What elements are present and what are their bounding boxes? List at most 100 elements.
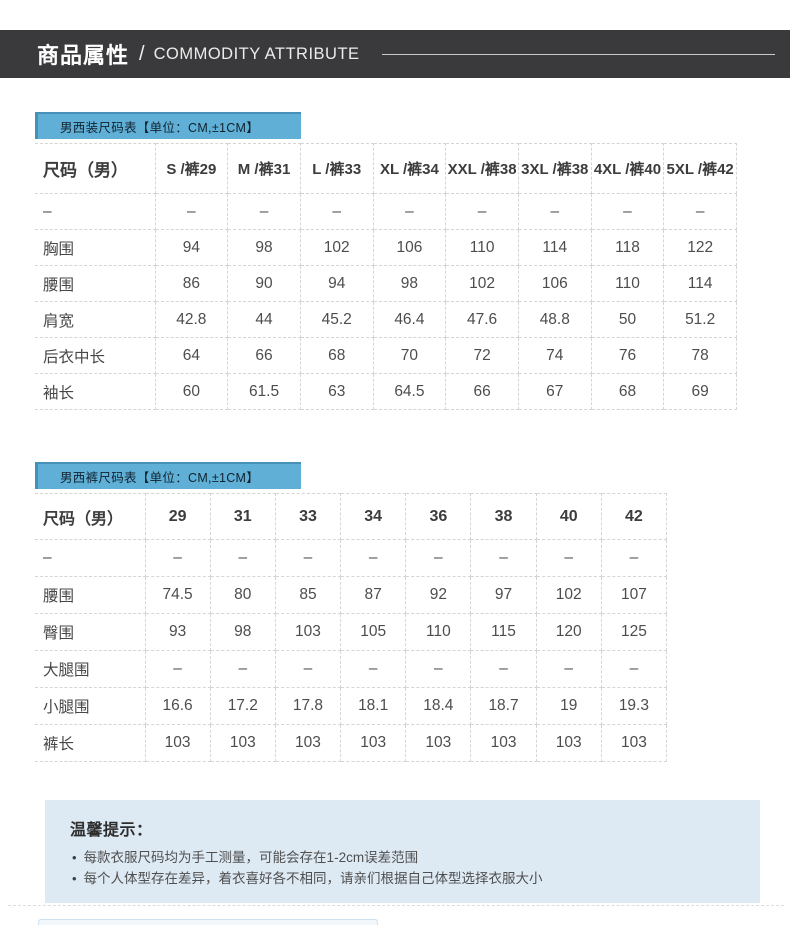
value-cell: 102 — [445, 265, 519, 302]
next-section-sliver — [38, 919, 378, 925]
row-label: 小腿围 — [35, 687, 146, 725]
value-cell: 110 — [590, 265, 665, 302]
column-header: 33 — [274, 493, 342, 540]
row-label: 大腿围 — [35, 650, 146, 688]
value-cell: 94 — [154, 229, 229, 266]
table-row: 臀围 93 98 103 105 110 115 120 125 — [35, 613, 668, 651]
value-cell: 114 — [663, 265, 737, 302]
value-cell: 78 — [663, 337, 737, 374]
value-cell: 17.8 — [274, 687, 342, 725]
value-cell: – — [340, 539, 407, 577]
value-cell: – — [470, 650, 537, 688]
value-cell: 107 — [600, 576, 668, 614]
value-cell: 19 — [535, 687, 602, 725]
column-header: S /裤29 — [154, 143, 229, 194]
table-row: 后衣中长 64 66 68 70 72 74 76 78 — [35, 337, 737, 374]
row-label: 胸围 — [35, 229, 156, 266]
value-cell: 103 — [470, 724, 537, 762]
value-cell: 63 — [299, 373, 374, 410]
notice-bullet: • 每款衣服尺码均为手工测量，可能会存在1-2cm误差范围 — [70, 847, 760, 868]
notice-box: 温馨提示： • 每款衣服尺码均为手工测量，可能会存在1-2cm误差范围 • 每个人体型… — [45, 800, 760, 903]
value-cell: – — [470, 539, 537, 577]
column-header: 3XL /裤38 — [517, 143, 592, 194]
value-cell: 110 — [445, 229, 519, 266]
value-cell: – — [405, 539, 472, 577]
value-cell: 68 — [299, 337, 374, 374]
value-cell: 45.2 — [299, 301, 374, 338]
column-header: 40 — [535, 493, 602, 540]
section-title-en: COMMODITY ATTRIBUTE — [153, 44, 360, 63]
value-cell: 17.2 — [209, 687, 276, 725]
bullet-icon: • — [72, 850, 77, 865]
value-cell: 98 — [372, 265, 447, 302]
notice-bullet-text: 每款衣服尺码均为手工测量，可能会存在1-2cm误差范围 — [83, 850, 419, 865]
header-rule-line — [381, 53, 775, 55]
value-cell: 66 — [227, 337, 301, 374]
column-header: 36 — [405, 493, 472, 540]
value-cell: 60 — [154, 373, 229, 410]
value-cell: 106 — [372, 229, 447, 266]
value-cell: 64 — [154, 337, 229, 374]
value-cell: 103 — [340, 724, 407, 762]
table-row: 大腿围 – – – – – – – – — [35, 650, 668, 688]
suit-size-table: 尺码（男） S /裤29 M /裤31 L /裤33 XL /裤34 XXL /裤38 3X… — [35, 143, 737, 410]
value-cell: 51.2 — [663, 301, 737, 338]
value-cell: 125 — [600, 613, 668, 651]
value-cell: 48.8 — [517, 301, 592, 338]
table-row: 袖长 60 61.5 63 64.5 66 67 68 69 — [35, 373, 737, 410]
notice-bullet: • 每个人体型存在差异，着衣喜好各不相同，请亲们根据自己体型选择衣服大小 — [70, 868, 760, 889]
value-cell: 86 — [154, 265, 229, 302]
value-cell: 18.1 — [340, 687, 407, 725]
value-cell: – — [340, 650, 407, 688]
value-cell: 103 — [405, 724, 472, 762]
value-cell: 103 — [144, 724, 211, 762]
value-cell: – — [600, 539, 668, 577]
row-label: 腰围 — [35, 265, 156, 302]
value-cell: 98 — [209, 613, 276, 651]
row-label: 裤长 — [35, 724, 146, 762]
table-row: 裤长 103 103 103 103 103 103 103 103 — [35, 724, 668, 762]
value-cell: 110 — [405, 613, 472, 651]
table-row: 腰围 74.5 80 85 87 92 97 102 107 — [35, 576, 668, 614]
notice-title: 温馨提示： — [70, 822, 153, 839]
value-cell: – — [209, 650, 276, 688]
value-cell: – — [144, 650, 211, 688]
value-cell: 72 — [445, 337, 519, 374]
table-row: – – – – – – – – – — [35, 539, 668, 577]
table-row: 胸围 94 98 102 106 110 114 118 122 — [35, 229, 737, 266]
pants-size-table: 尺码（男） 29 31 33 34 36 38 40 42– – – – – – – – – 腰围 74.5 80 85… — [35, 493, 668, 762]
suit-size-table-label: 男西装尺码表【单位：CM,±1CM】 — [35, 112, 301, 139]
value-cell: 70 — [372, 337, 447, 374]
value-cell: – — [663, 193, 737, 230]
value-cell: 120 — [535, 613, 602, 651]
value-cell: 103 — [600, 724, 668, 762]
value-cell: 16.6 — [144, 687, 211, 725]
value-cell: 103 — [535, 724, 602, 762]
row-label: 肩宽 — [35, 301, 156, 338]
table-row: 小腿围 16.6 17.2 17.8 18.1 18.4 18.7 19 19.3 — [35, 687, 668, 725]
value-cell: 50 — [590, 301, 665, 338]
value-cell: 103 — [274, 724, 342, 762]
value-cell: 85 — [274, 576, 342, 614]
column-header: 29 — [144, 493, 211, 540]
value-cell: 74.5 — [144, 576, 211, 614]
value-cell: – — [299, 193, 374, 230]
value-cell: 106 — [517, 265, 592, 302]
column-header: XXL /裤38 — [445, 143, 519, 194]
column-header: 4XL /裤40 — [590, 143, 665, 194]
table-corner-cell: 尺码（男） — [35, 143, 156, 194]
value-cell: 64.5 — [372, 373, 447, 410]
row-label: 袖长 — [35, 373, 156, 410]
value-cell: 46.4 — [372, 301, 447, 338]
value-cell: – — [144, 539, 211, 577]
table-row: 肩宽 42.8 44 45.2 46.4 47.6 48.8 50 51.2 — [35, 301, 737, 338]
column-header: L /裤33 — [299, 143, 374, 194]
value-cell: 97 — [470, 576, 537, 614]
row-label: 腰围 — [35, 576, 146, 614]
value-cell: 18.7 — [470, 687, 537, 725]
table-header-row: 尺码（男） S /裤29 M /裤31 L /裤33 XL /裤34 XXL /裤38 3X… — [35, 143, 737, 194]
value-cell: 122 — [663, 229, 737, 266]
value-cell: – — [535, 539, 602, 577]
value-cell: – — [535, 650, 602, 688]
value-cell: 115 — [470, 613, 537, 651]
